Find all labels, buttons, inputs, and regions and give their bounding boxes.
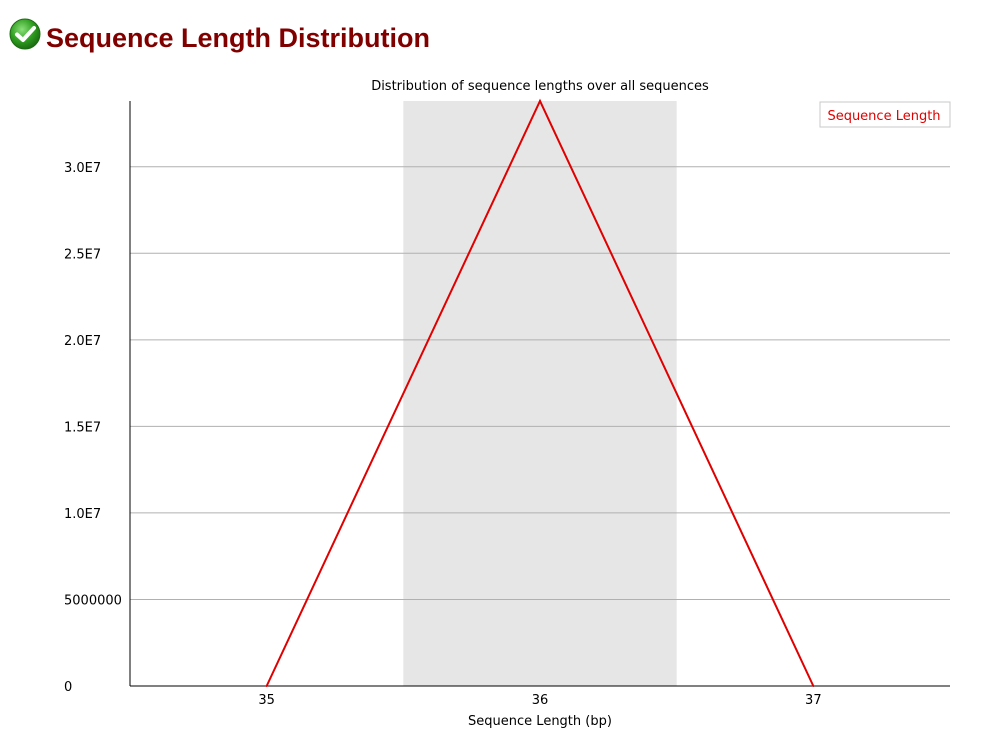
y-tick-label: 5000000 (64, 593, 122, 608)
y-tick-label: 2.5E7 (64, 247, 101, 262)
page-title: Sequence Length Distribution (46, 22, 431, 53)
module-header: Sequence Length Distribution (8, 14, 430, 54)
x-axis-label: Sequence Length (bp) (468, 714, 612, 729)
check-circle-icon (9, 18, 41, 50)
data-point (265, 685, 268, 687)
data-point (812, 685, 815, 687)
y-tick-label: 3.0E7 (64, 161, 101, 176)
shaded-band (403, 101, 677, 686)
x-tick-label: 35 (258, 693, 275, 708)
legend-item-label: Sequence Length (827, 109, 940, 124)
chart-title: Distribution of sequence lengths over al… (371, 79, 709, 94)
data-point (539, 100, 541, 102)
y-tick-label: 2.0E7 (64, 334, 101, 349)
y-tick-label: 0 (64, 680, 72, 695)
x-tick-label: 37 (805, 693, 822, 708)
x-tick-label: 36 (532, 693, 549, 708)
legend-box (819, 101, 951, 128)
y-tick-label: 1.5E7 (64, 420, 101, 435)
y-tick-label: 1.0E7 (64, 507, 101, 522)
